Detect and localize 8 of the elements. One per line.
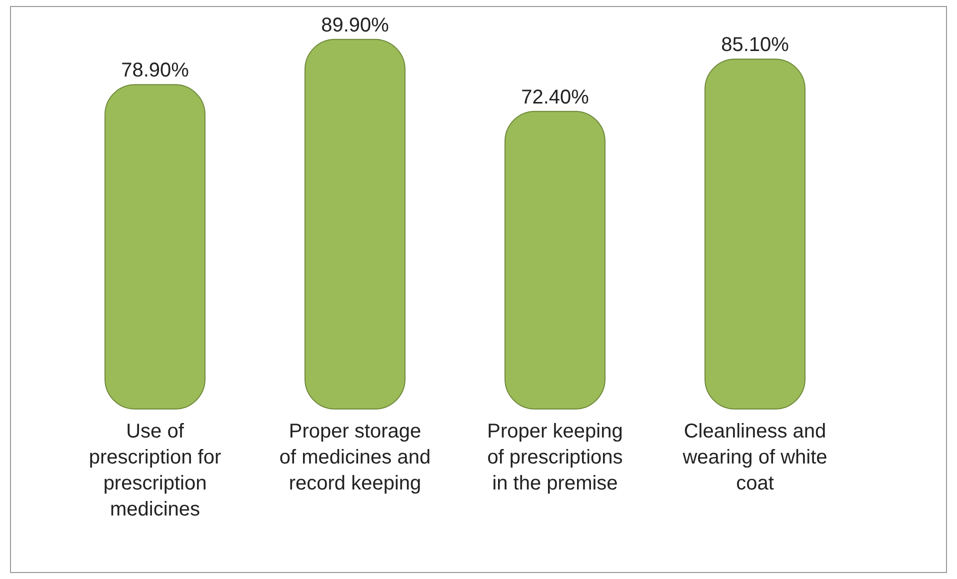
data-label: 89.90%: [321, 14, 390, 36]
x-tick-label: Cleanliness and wearing of white coat: [682, 420, 828, 494]
data-label: 72.40%: [521, 86, 590, 108]
data-label: 85.10%: [721, 34, 790, 56]
x-tick-label: Proper storage of medicines and record keeping: [279, 420, 431, 494]
data-label: 78.90%: [121, 60, 190, 82]
x-tick-label: Use of prescription for prescription medicines: [88, 420, 222, 520]
x-tick-label: Proper keeping of prescriptions in the premise: [487, 420, 623, 494]
